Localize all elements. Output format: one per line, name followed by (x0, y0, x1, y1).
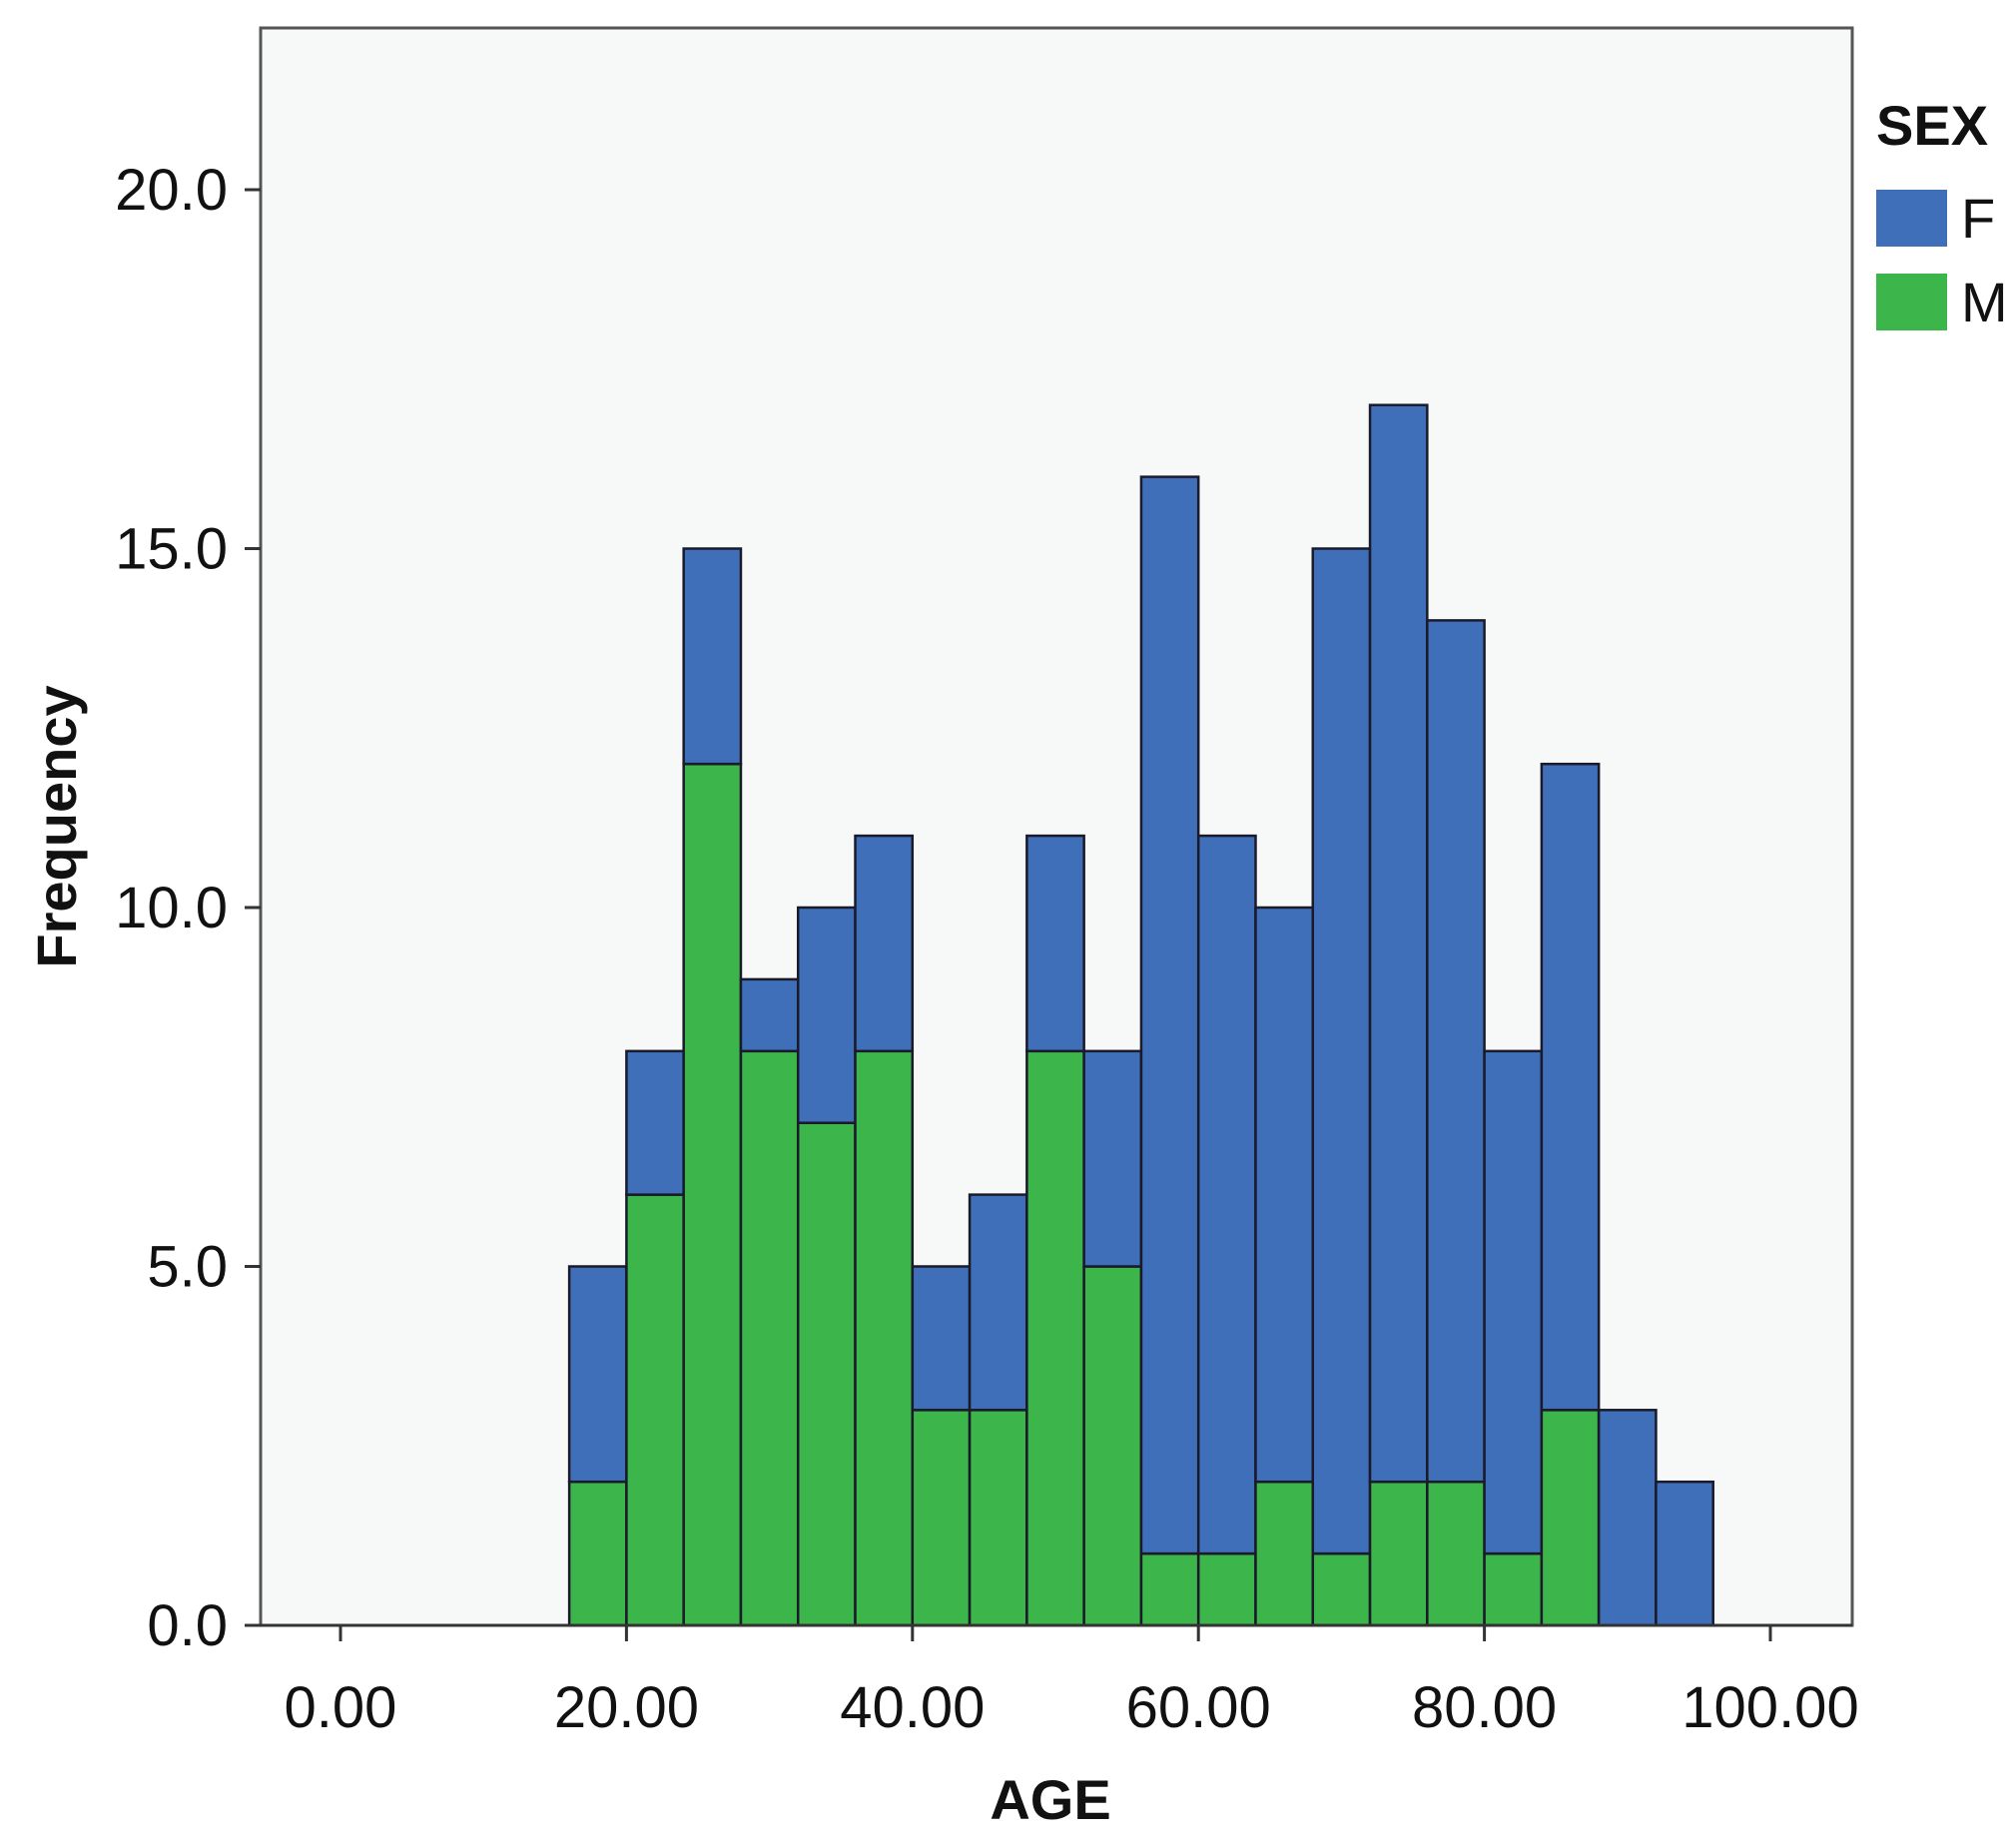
y-tick-label: 20.0 (115, 158, 228, 223)
axes-group: 0.00 20.00 40.00 60.00 80.00 100.00 0.0 5.0 10.0… (115, 158, 1859, 1740)
bar-M-68 (1311, 1551, 1372, 1627)
y-tick-label: 0.0 (147, 1593, 228, 1658)
bar-F-76 (1426, 619, 1486, 1484)
bar-M-44 (968, 1409, 1028, 1627)
legend-label-M: M (1961, 271, 2008, 333)
bar-F-60 (1196, 834, 1257, 1555)
bar-F-36 (854, 834, 915, 1053)
bars-group (567, 403, 1714, 1627)
bar-F-24 (682, 547, 743, 766)
bar-M-72 (1368, 1480, 1429, 1627)
bar-M-20 (625, 1193, 685, 1627)
x-tick-label: 40.00 (840, 1675, 985, 1740)
bar-F-28 (739, 977, 800, 1053)
legend-title: SEX (1876, 94, 1988, 157)
bar-M-56 (1139, 1551, 1200, 1627)
bar-F-44 (968, 1193, 1028, 1412)
x-tick-label: 100.00 (1681, 1675, 1858, 1740)
bar-M-52 (1082, 1265, 1143, 1627)
bar-F-84 (1540, 762, 1601, 1412)
bar-M-76 (1426, 1480, 1486, 1627)
y-axis-title: Frequency (25, 685, 88, 967)
bar-F-40 (911, 1265, 972, 1412)
bar-M-32 (796, 1121, 857, 1627)
legend-label-F: F (1961, 187, 1995, 250)
x-axis-title: AGE (990, 1768, 1110, 1831)
bar-M-24 (682, 762, 743, 1627)
bar-F-64 (1254, 906, 1315, 1484)
y-tick-label: 5.0 (147, 1235, 228, 1300)
bar-F-16 (567, 1265, 628, 1484)
bar-F-52 (1082, 1049, 1143, 1268)
x-tick-label: 20.00 (554, 1675, 699, 1740)
bar-M-36 (854, 1049, 915, 1627)
bar-M-16 (567, 1480, 628, 1627)
bar-F-68 (1311, 547, 1372, 1555)
bar-M-48 (1025, 1049, 1085, 1627)
bar-F-32 (796, 906, 857, 1124)
x-tick-label: 0.00 (285, 1675, 397, 1740)
bar-F-56 (1139, 475, 1200, 1555)
legend-swatch-M (1876, 274, 1947, 330)
y-tick-label: 15.0 (115, 517, 228, 582)
bar-M-28 (739, 1049, 800, 1627)
bar-M-80 (1483, 1551, 1544, 1627)
bar-M-40 (911, 1409, 972, 1627)
bar-F-80 (1483, 1049, 1544, 1555)
bar-F-88 (1597, 1409, 1658, 1627)
bar-F-20 (625, 1049, 685, 1196)
bar-F-72 (1368, 403, 1429, 1484)
bar-M-64 (1254, 1480, 1315, 1627)
bar-F-92 (1655, 1480, 1714, 1627)
x-tick-label: 80.00 (1412, 1675, 1557, 1740)
bar-F-48 (1025, 834, 1085, 1053)
legend-swatch-F (1876, 190, 1947, 247)
x-tick-label: 60.00 (1126, 1675, 1271, 1740)
legend: FM (1876, 187, 2008, 333)
y-tick-label: 10.0 (115, 876, 228, 940)
bar-M-84 (1540, 1409, 1601, 1627)
bar-M-60 (1196, 1551, 1257, 1627)
